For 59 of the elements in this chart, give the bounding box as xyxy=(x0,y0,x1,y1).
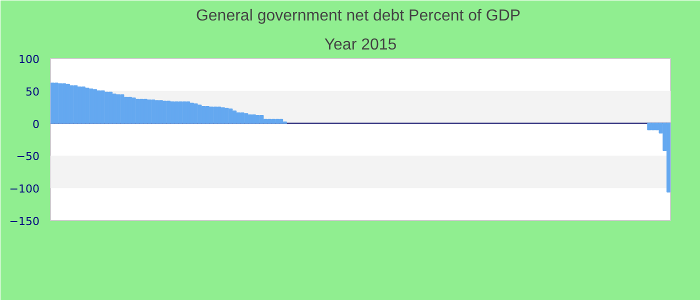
bar xyxy=(232,110,237,124)
y-tick-label: 0 xyxy=(32,118,40,131)
chart-subtitle: Year 2015 xyxy=(324,36,397,54)
bar xyxy=(74,85,78,124)
bar xyxy=(236,112,240,124)
bar xyxy=(155,100,160,124)
bar xyxy=(108,92,113,124)
bar xyxy=(50,82,54,124)
bar xyxy=(264,118,268,124)
bar xyxy=(93,89,98,124)
bar xyxy=(151,99,156,124)
bar xyxy=(228,108,233,124)
bar xyxy=(89,88,94,124)
bar xyxy=(186,101,190,124)
bar xyxy=(124,96,128,124)
bar xyxy=(220,107,225,124)
bar xyxy=(252,114,256,124)
bar xyxy=(78,86,82,124)
bar xyxy=(205,106,210,124)
bar xyxy=(279,118,284,124)
bar xyxy=(202,106,206,124)
bar xyxy=(128,96,132,124)
bar xyxy=(267,118,272,124)
bar xyxy=(120,94,124,124)
bar xyxy=(58,83,62,124)
bar xyxy=(66,84,70,124)
bar xyxy=(666,122,670,192)
bar xyxy=(654,122,659,130)
bar xyxy=(198,104,202,124)
y-tick-label: −50 xyxy=(16,150,40,164)
bar xyxy=(136,98,140,124)
bar xyxy=(96,90,101,124)
bar xyxy=(174,101,178,124)
bar xyxy=(112,94,116,124)
bar xyxy=(651,122,656,130)
bar xyxy=(140,98,144,124)
y-tick-label: −100 xyxy=(9,182,40,196)
bar xyxy=(256,115,260,124)
bar xyxy=(182,101,186,124)
bar xyxy=(217,106,222,124)
bar xyxy=(166,100,171,124)
bar xyxy=(271,118,276,124)
y-tick-label: 100 xyxy=(18,53,40,66)
bar xyxy=(170,101,175,124)
bar xyxy=(244,113,248,124)
bar xyxy=(62,83,66,124)
bar xyxy=(143,98,148,124)
bar xyxy=(81,86,86,124)
bar xyxy=(275,118,280,124)
bar xyxy=(190,102,194,124)
bar xyxy=(213,106,218,124)
bar xyxy=(158,100,163,124)
bar xyxy=(104,92,109,124)
chart-title: General government net debt Percent of GDP xyxy=(196,8,521,24)
bar xyxy=(248,114,252,124)
y-tick-label: −150 xyxy=(9,215,40,228)
bar xyxy=(260,115,264,124)
bar xyxy=(647,122,652,130)
y-tick-label: 50 xyxy=(26,85,40,98)
